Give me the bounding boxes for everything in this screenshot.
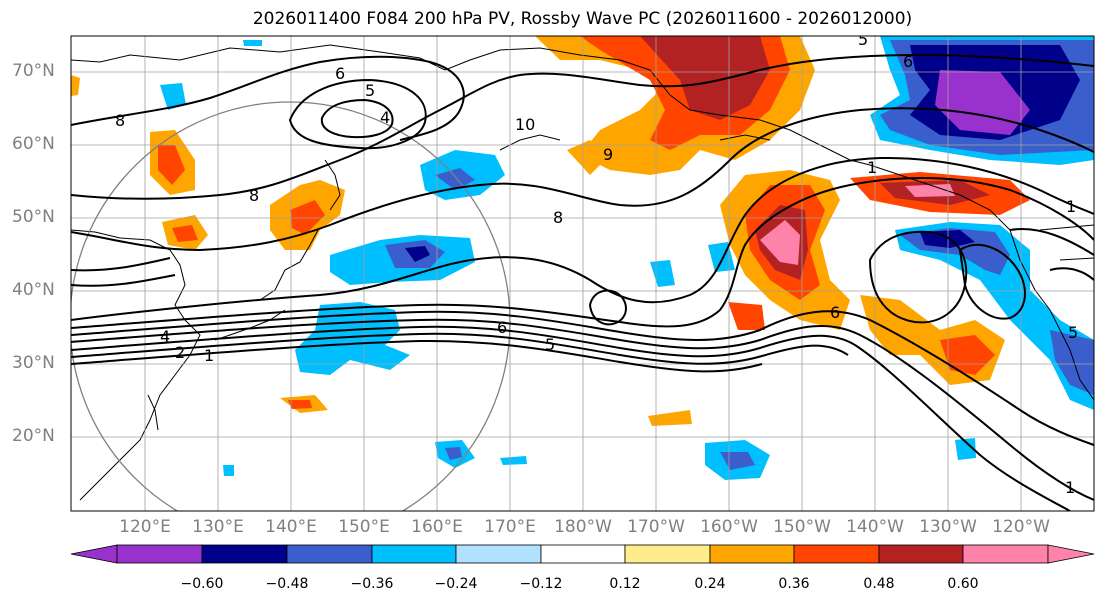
- lon-label: 120°E: [119, 517, 171, 537]
- lon-label: 170°E: [484, 517, 536, 537]
- lon-label: 170°W: [627, 517, 685, 537]
- colorbar-bin: [116, 544, 203, 564]
- lon-label: 150°E: [338, 517, 390, 537]
- contour-label: 9: [603, 145, 613, 164]
- contour-label: 6: [335, 64, 345, 83]
- colorbar-tick-label: −0.36: [350, 576, 394, 592]
- contour-labels: 6 5 4 8 9 10 8 6 5 4 2 1 6 5 1 1 8 6 5 1: [115, 30, 1078, 497]
- colorbar-extend-min: [70, 544, 118, 564]
- contour-label: 2: [175, 343, 185, 362]
- lat-label: 30°N: [12, 353, 55, 373]
- lon-label: 150°W: [773, 517, 831, 537]
- contour-label: 6: [497, 318, 507, 337]
- lon-label: 120°W: [992, 517, 1050, 537]
- contour-label: 1: [1065, 478, 1075, 497]
- colorbar-tick-label: −0.24: [434, 576, 478, 592]
- colorbar-bin: [709, 544, 795, 564]
- contour-label: 8: [553, 208, 563, 227]
- colorbar-bin: [540, 544, 626, 564]
- map-frame: [70, 35, 1095, 512]
- lon-label: 180°W: [554, 517, 612, 537]
- colorbar-tick-label: 0.36: [778, 576, 810, 592]
- lat-label: 60°N: [12, 134, 55, 154]
- contour-label: 1: [204, 346, 214, 365]
- lon-label: 130°E: [192, 517, 244, 537]
- colorbar-bin: [286, 544, 373, 564]
- contour-label: 10: [515, 115, 535, 134]
- contour-label: 8: [249, 186, 259, 205]
- contour-label: 1: [867, 158, 877, 177]
- lat-label: 70°N: [12, 61, 55, 81]
- lat-label: 50°N: [12, 207, 55, 227]
- colorbar-tick-label: 0.24: [694, 576, 726, 592]
- colorbar: [70, 544, 1095, 564]
- colorbar-bin: [793, 544, 880, 564]
- contour-label: 1: [1066, 197, 1076, 216]
- contour-label: 8: [115, 111, 125, 130]
- anomaly-shading: [71, 36, 1094, 480]
- gridlines: [71, 36, 1094, 511]
- colorbar-bin: [201, 544, 288, 564]
- contour-label: 5: [365, 81, 375, 100]
- colorbar-bin: [962, 544, 1049, 564]
- contour-label: 6: [903, 52, 913, 71]
- lat-label: 20°N: [12, 426, 55, 446]
- lat-label: 40°N: [12, 280, 55, 300]
- contour-label: 5: [545, 335, 555, 354]
- colorbar-bin: [371, 544, 457, 564]
- map-title: 2026011400 F084 200 hPa PV, Rossby Wave …: [252, 9, 913, 29]
- colorbar-extend-max: [1047, 544, 1095, 564]
- lon-label: 140°E: [265, 517, 317, 537]
- reference-circle: [71, 101, 511, 511]
- colorbar-tick-label: 0.60: [947, 576, 979, 592]
- colorbar-bin: [455, 544, 542, 564]
- lon-label: 130°W: [919, 517, 977, 537]
- contour-label: 5: [1068, 323, 1078, 342]
- colorbar-tick-label: 0.48: [863, 576, 895, 592]
- colorbar-bin: [878, 544, 964, 564]
- lon-label: 160°W: [700, 517, 758, 537]
- lon-label: 140°W: [846, 517, 904, 537]
- contour-label: 5: [858, 30, 868, 49]
- contour-label: 6: [830, 303, 840, 322]
- colorbar-tick-label: −0.48: [265, 576, 309, 592]
- colorbar-bin: [624, 544, 711, 564]
- contour-label: 4: [160, 327, 170, 346]
- map-area: 6 5 4 8 9 10 8 6 5 4 2 1 6 5 1 1 8 6 5 1: [71, 30, 1094, 511]
- colorbar-tick-label: −0.60: [180, 576, 224, 592]
- lon-label: 160°E: [411, 517, 463, 537]
- pv-contours: [71, 53, 1094, 511]
- colorbar-tick-label: 0.12: [609, 576, 641, 592]
- colorbar-tick-label: −0.12: [519, 576, 563, 592]
- contour-label: 4: [380, 108, 390, 127]
